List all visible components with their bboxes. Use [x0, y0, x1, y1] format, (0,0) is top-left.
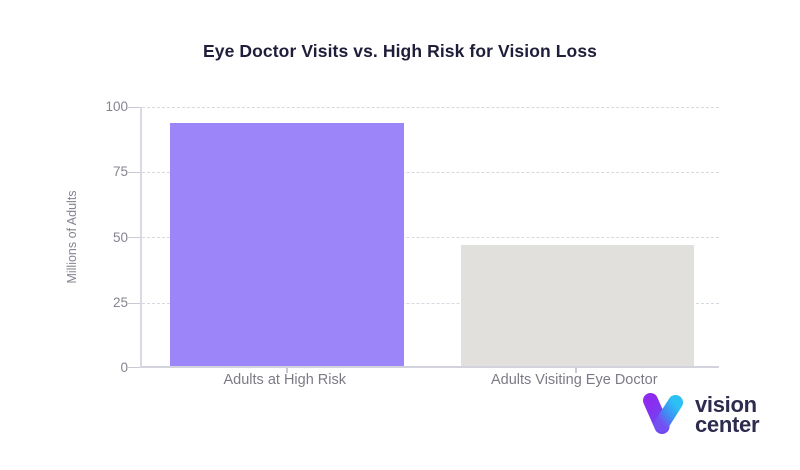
y-tick-label: 75	[112, 164, 128, 180]
x-tick-mark-visiting	[575, 368, 577, 373]
gridline-100	[142, 107, 719, 108]
gridline-25	[142, 303, 719, 304]
x-tick-mark-high-risk	[286, 368, 288, 373]
y-tick-label: 0	[120, 360, 128, 375]
y-tick-label: 50	[112, 229, 128, 245]
y-tick-mark-25	[128, 303, 140, 304]
x-category-label-high-risk: Adults at High Risk	[223, 372, 347, 388]
gridline-75	[142, 172, 719, 173]
y-tick-mark-75	[128, 172, 140, 173]
vision-center-wordmark: vision center	[695, 391, 760, 437]
chart-title: Eye Doctor Visits vs. High Risk for Visi…	[202, 41, 598, 61]
y-axis-tick-labels: 100 75 50 25 0	[84, 99, 128, 375]
x-category-label-visiting: Adults Visiting Eye Doctor	[490, 372, 658, 388]
logo-word-vision: vision	[695, 391, 757, 417]
y-axis-title: Millions of Adults	[65, 190, 79, 284]
y-tick-mark-0	[128, 367, 140, 368]
logo-word-center: center	[695, 412, 760, 437]
x-axis-category-labels: Adults at High Risk Adults Visiting Eye …	[140, 372, 719, 388]
vision-center-logo[interactable]: vision center	[636, 390, 760, 440]
y-tick-mark-100	[128, 107, 140, 108]
bar-adults-at-high-risk[interactable]	[170, 123, 404, 366]
y-tick-mark-50	[128, 237, 140, 238]
gridline-50	[142, 237, 719, 238]
y-tick-label: 25	[112, 294, 128, 310]
vision-center-v-icon	[636, 390, 686, 440]
plot-area	[128, 107, 719, 373]
y-tick-label: 100	[105, 99, 128, 114]
bar-adults-visiting-eye-doctor[interactable]	[461, 244, 694, 366]
